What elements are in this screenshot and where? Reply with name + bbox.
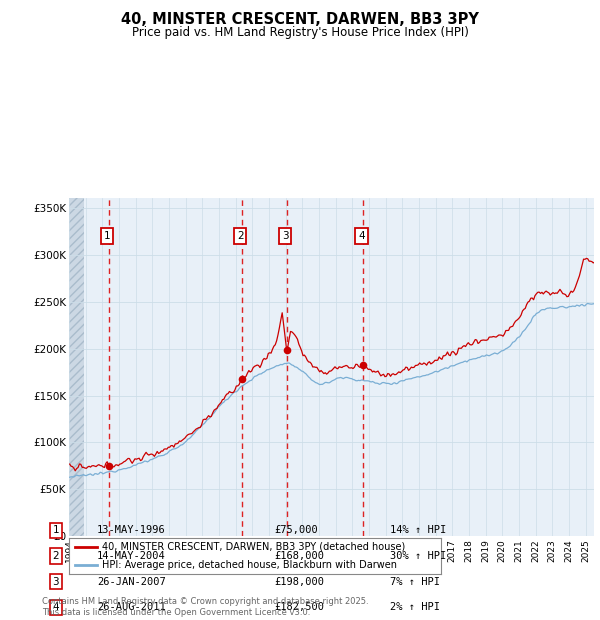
Text: 14-MAY-2004: 14-MAY-2004 <box>97 551 166 561</box>
Text: 4: 4 <box>358 231 365 241</box>
Text: 26-AUG-2011: 26-AUG-2011 <box>97 602 166 612</box>
Text: 1: 1 <box>104 231 110 241</box>
Text: 40, MINSTER CRESCENT, DARWEN, BB3 3PY: 40, MINSTER CRESCENT, DARWEN, BB3 3PY <box>121 12 479 27</box>
Text: 26-JAN-2007: 26-JAN-2007 <box>97 577 166 587</box>
Text: HPI: Average price, detached house, Blackburn with Darwen: HPI: Average price, detached house, Blac… <box>103 560 397 570</box>
Text: £198,000: £198,000 <box>274 577 324 587</box>
Text: 3: 3 <box>52 577 59 587</box>
Text: £168,000: £168,000 <box>274 551 324 561</box>
Text: 1: 1 <box>52 526 59 536</box>
Text: 2: 2 <box>237 231 244 241</box>
Text: £75,000: £75,000 <box>274 526 317 536</box>
Text: 2% ↑ HPI: 2% ↑ HPI <box>390 602 440 612</box>
Text: Contains HM Land Registry data © Crown copyright and database right 2025.
This d: Contains HM Land Registry data © Crown c… <box>42 598 368 617</box>
Text: 3: 3 <box>282 231 289 241</box>
Bar <box>69 198 85 536</box>
Text: 2: 2 <box>52 551 59 561</box>
Text: 7% ↑ HPI: 7% ↑ HPI <box>390 577 440 587</box>
Text: 14% ↑ HPI: 14% ↑ HPI <box>390 526 446 536</box>
Text: 30% ↑ HPI: 30% ↑ HPI <box>390 551 446 561</box>
Text: 13-MAY-1996: 13-MAY-1996 <box>97 526 166 536</box>
Text: 40, MINSTER CRESCENT, DARWEN, BB3 3PY (detached house): 40, MINSTER CRESCENT, DARWEN, BB3 3PY (d… <box>103 542 406 552</box>
Text: Price paid vs. HM Land Registry's House Price Index (HPI): Price paid vs. HM Land Registry's House … <box>131 26 469 39</box>
Text: 4: 4 <box>52 602 59 612</box>
Text: £182,500: £182,500 <box>274 602 324 612</box>
